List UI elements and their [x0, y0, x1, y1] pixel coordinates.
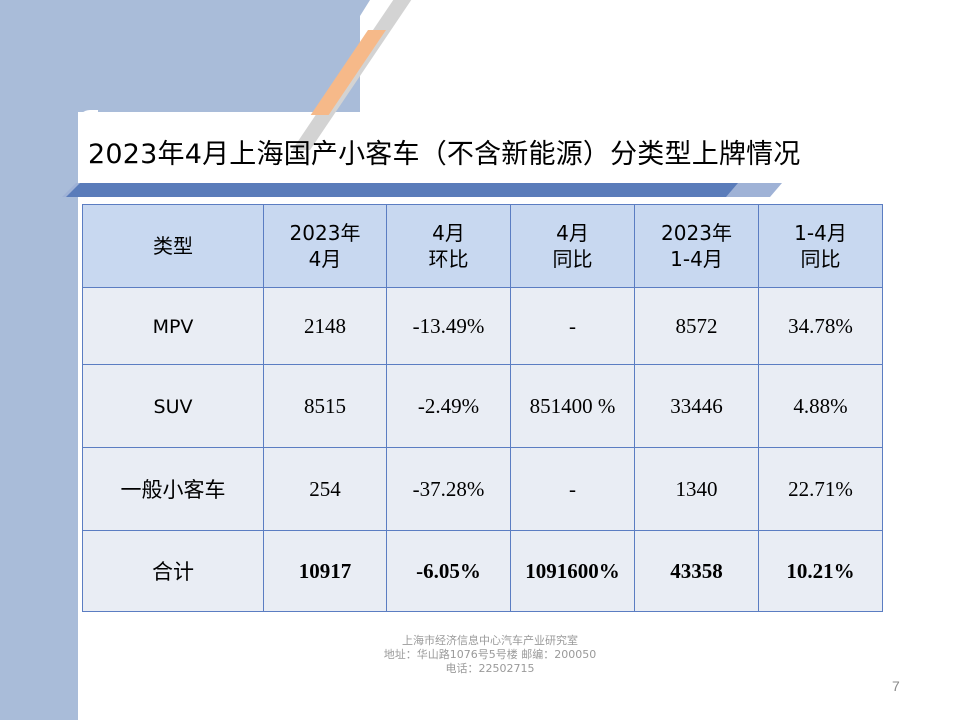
footer-contact: 上海市经济信息中心汽车产业研究室 地址：华山路1076号5号楼 邮编：20005…	[300, 634, 680, 676]
title-underline-bar	[62, 183, 782, 197]
value: -	[569, 476, 576, 501]
table-cell: 34.78%	[758, 287, 883, 365]
header-apr-mom: 4月 环比	[386, 204, 511, 288]
table-cell: 1091600%	[510, 530, 635, 612]
value: 254	[309, 476, 341, 501]
header-line: 4月	[556, 221, 589, 245]
value: -2.49%	[417, 393, 480, 418]
header-line: 1-4月	[794, 221, 847, 245]
value: 10.21%	[786, 558, 855, 583]
table-cell: -37.28%	[386, 447, 511, 531]
table-cell: 254	[263, 447, 387, 531]
header-line: 1-4月	[670, 247, 723, 271]
title-bar-dark	[66, 183, 738, 197]
value: 34.78%	[788, 313, 853, 338]
header-apr-2023: 2023年 4月	[263, 204, 387, 288]
header-type: 类型	[82, 204, 264, 288]
header-line: 同比	[552, 247, 593, 271]
header-line: 类型	[153, 234, 193, 258]
table-cell: 一般小客车	[82, 447, 264, 531]
header-jan-apr-yoy: 1-4月 同比	[758, 204, 883, 288]
table-cell: -13.49%	[386, 287, 511, 365]
footer-phone: 电话：22502715	[445, 662, 535, 675]
value: -37.28%	[412, 476, 485, 501]
table-cell: -6.05%	[386, 530, 511, 612]
table-cell: 22.71%	[758, 447, 883, 531]
table-cell: 8515	[263, 364, 387, 448]
table-cell: 10917	[263, 530, 387, 612]
table-cell: -2.49%	[386, 364, 511, 448]
page-number: 7	[892, 678, 900, 694]
table-cell: 2148	[263, 287, 387, 365]
table-cell: 合计	[82, 530, 264, 612]
value: -13.49%	[412, 313, 485, 338]
table-cell: MPV	[82, 287, 264, 365]
table-cell: -	[510, 287, 635, 365]
value: 851400 %	[529, 393, 616, 418]
table-header-row: 类型 2023年 4月 4月 环比 4月 同比 2023年 1-4月 1-4月 …	[82, 204, 883, 288]
value: 10917	[298, 558, 352, 583]
footer-address: 地址：华山路1076号5号楼 邮编：200050	[383, 648, 597, 661]
value: 1091600%	[525, 558, 620, 583]
category-label: 一般小客车	[120, 478, 226, 502]
value: 43358	[670, 558, 723, 583]
table-cell: 1340	[634, 447, 759, 531]
table-row-total: 合计 10917 -6.05% 1091600% 43358 10.21%	[82, 530, 883, 612]
registration-table: 类型 2023年 4月 4月 环比 4月 同比 2023年 1-4月 1-4月 …	[82, 204, 883, 612]
slide-title: 2023年4月上海国产小客车（不含新能源）分类型上牌情况	[88, 139, 801, 170]
table-cell: 851400 %	[510, 364, 635, 448]
category-label: 合计	[152, 560, 194, 584]
value: 4.88%	[793, 393, 848, 418]
value: 8572	[675, 313, 718, 338]
value: 22.71%	[788, 476, 853, 501]
table-cell: -	[510, 447, 635, 531]
header-line: 同比	[800, 247, 841, 271]
header-jan-apr-2023: 2023年 1-4月	[634, 204, 759, 288]
value: 33446	[670, 393, 723, 418]
header-line: 环比	[428, 247, 469, 271]
table-cell: 43358	[634, 530, 759, 612]
left-decor-band	[0, 0, 78, 720]
category-label: SUV	[153, 396, 193, 418]
table-cell: 8572	[634, 287, 759, 365]
value: -	[569, 313, 576, 338]
table-cell: 33446	[634, 364, 759, 448]
table-cell: 4.88%	[758, 364, 883, 448]
header-line: 2023年	[661, 221, 732, 245]
header-apr-yoy: 4月 同比	[510, 204, 635, 288]
value: 2148	[304, 313, 346, 338]
value: -6.05%	[416, 558, 481, 583]
panel-corner	[78, 110, 98, 130]
header-line: 4月	[308, 247, 342, 271]
table-cell: 10.21%	[758, 530, 883, 612]
table-row-mpv: MPV 2148 -13.49% - 8572 34.78%	[82, 287, 883, 365]
category-label: MPV	[152, 316, 194, 338]
header-line: 2023年	[289, 221, 361, 245]
header-line: 4月	[432, 221, 465, 245]
table-row-general-car: 一般小客车 254 -37.28% - 1340 22.71%	[82, 447, 883, 531]
value: 1340	[675, 476, 718, 501]
footer-org: 上海市经济信息中心汽车产业研究室	[402, 634, 578, 647]
table-row-suv: SUV 8515 -2.49% 851400 % 33446 4.88%	[82, 364, 883, 448]
table-cell: SUV	[82, 364, 264, 448]
value: 8515	[304, 393, 346, 418]
